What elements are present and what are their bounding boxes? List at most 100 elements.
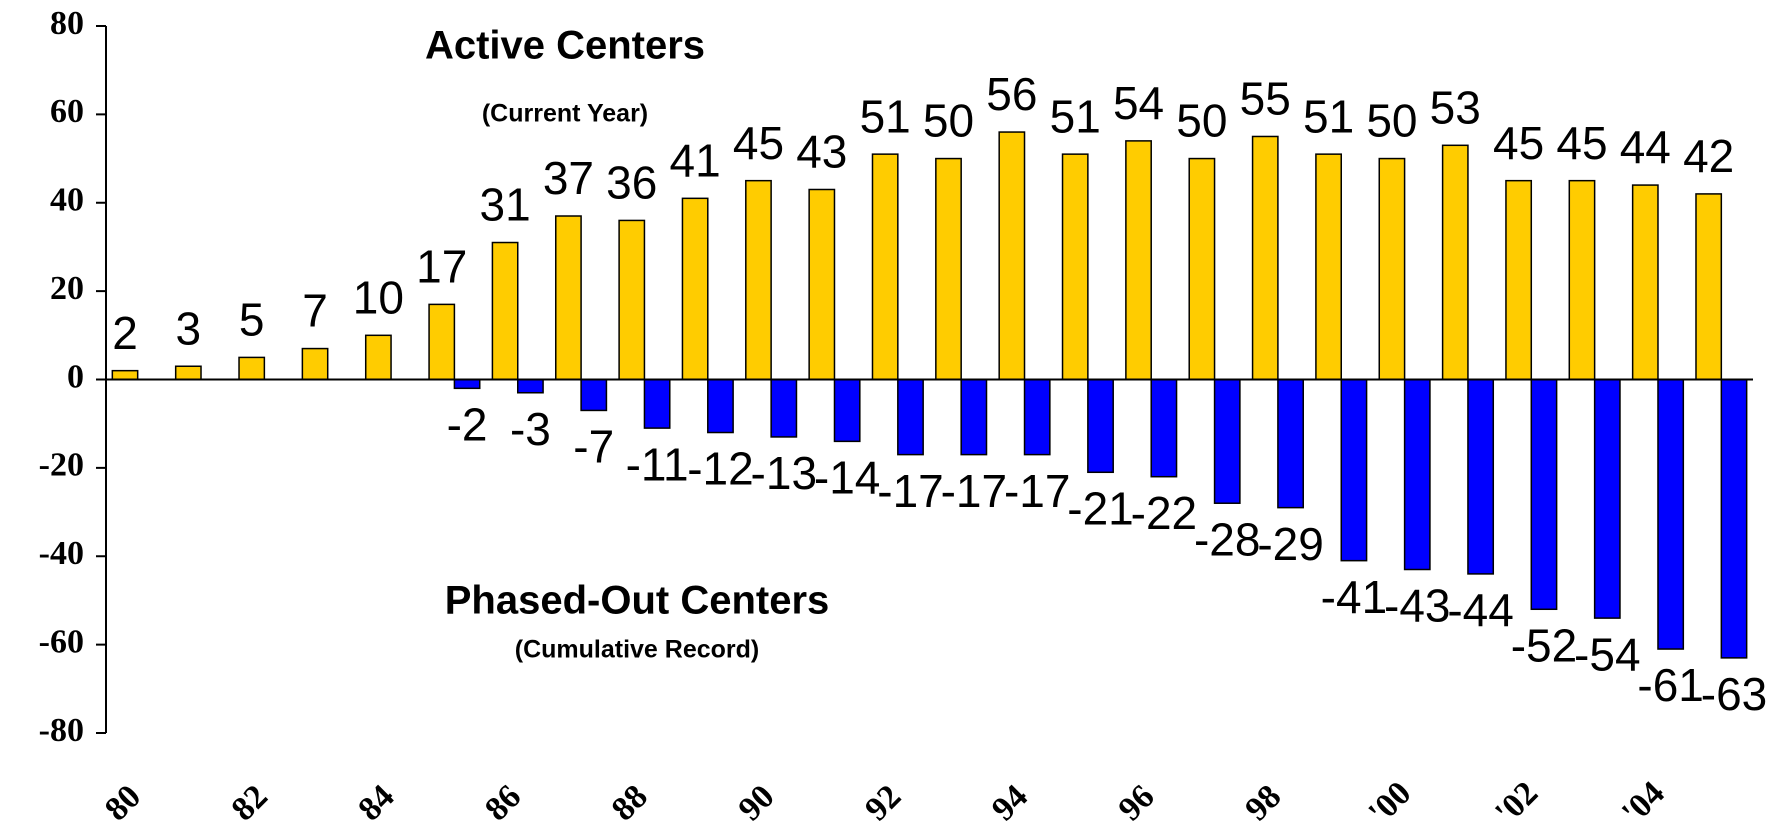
y-tick-label: 0 <box>67 358 84 395</box>
value-label: -41 <box>1321 571 1387 623</box>
y-tick-label: 60 <box>50 93 84 130</box>
value-label: 51 <box>860 90 911 142</box>
bar <box>1251 135 1279 381</box>
bar <box>871 153 899 381</box>
x-tick-label: 80 <box>98 778 148 828</box>
value-label: 31 <box>479 179 530 231</box>
value-label: 36 <box>606 157 657 209</box>
annotation: (Current Year) <box>482 100 648 128</box>
value-label: -12 <box>687 443 753 495</box>
bar <box>1695 193 1723 381</box>
value-label: 55 <box>1240 73 1291 125</box>
bar <box>1657 378 1685 650</box>
bar <box>1568 179 1596 381</box>
bar <box>643 378 671 429</box>
bar <box>1340 378 1368 562</box>
bar <box>517 378 544 394</box>
value-label: -7 <box>573 421 614 473</box>
x-tick-label: '02 <box>1488 775 1545 832</box>
value-label: -22 <box>1131 487 1197 539</box>
value-label: -52 <box>1511 619 1577 671</box>
bar <box>1631 184 1659 381</box>
bar <box>453 378 481 390</box>
value-label: 10 <box>353 271 404 323</box>
annotation: (Cumulative Record) <box>515 636 759 664</box>
y-tick-label: -20 <box>39 447 84 484</box>
bar <box>1188 157 1216 381</box>
x-tick-label: 86 <box>478 778 528 828</box>
bar <box>111 369 139 381</box>
x-tick-label: '00 <box>1362 775 1419 832</box>
value-label: -11 <box>626 438 689 490</box>
annotation: Phased-Out Centers <box>445 579 830 623</box>
value-label: 45 <box>1556 117 1607 169</box>
y-tick-label: 40 <box>50 182 84 219</box>
bar <box>1593 378 1621 619</box>
x-tick-label: 88 <box>605 778 655 828</box>
value-label: 37 <box>543 152 594 204</box>
bar <box>1441 144 1469 381</box>
value-label: 44 <box>1620 121 1671 173</box>
bar <box>555 215 582 381</box>
bar <box>745 179 772 381</box>
bar <box>681 197 709 381</box>
y-tick-label: 20 <box>50 270 84 307</box>
bar <box>960 378 988 456</box>
bar <box>998 131 1026 381</box>
value-label: -2 <box>447 398 488 450</box>
bar <box>618 219 646 381</box>
bar <box>1125 140 1152 381</box>
y-tick-label: 80 <box>50 5 84 42</box>
x-tick-label: '04 <box>1615 775 1672 832</box>
bar <box>1505 179 1533 381</box>
bar <box>1087 378 1114 474</box>
value-label: 7 <box>302 285 328 337</box>
value-label: 41 <box>670 134 721 186</box>
bar <box>174 365 202 381</box>
value-label: 42 <box>1683 130 1734 182</box>
y-tick-label: -40 <box>39 535 84 572</box>
x-tick-label: 96 <box>1112 778 1162 828</box>
bar <box>1467 378 1495 575</box>
value-label: 45 <box>1493 117 1544 169</box>
value-label: 54 <box>1113 77 1164 129</box>
x-tick-label: 92 <box>858 778 908 828</box>
bar <box>580 378 608 412</box>
bar <box>935 157 962 381</box>
x-tick-label: 84 <box>351 778 401 828</box>
value-label: 56 <box>986 68 1037 120</box>
bar <box>1378 157 1406 381</box>
value-label: 50 <box>1366 95 1417 147</box>
bar <box>1277 378 1304 509</box>
value-label: 5 <box>239 294 265 346</box>
value-label: 45 <box>733 117 784 169</box>
x-tick-label: 98 <box>1238 778 1288 828</box>
value-label: -17 <box>1004 465 1070 517</box>
bar <box>1403 378 1431 571</box>
annotation: Active Centers <box>425 24 705 68</box>
value-label: 2 <box>112 307 138 359</box>
value-label: 43 <box>796 126 847 178</box>
bar <box>1213 378 1241 504</box>
value-label: -61 <box>1637 659 1703 711</box>
value-label: 53 <box>1430 81 1481 133</box>
value-label: -21 <box>1067 482 1133 534</box>
bar <box>808 188 836 381</box>
bar <box>1720 378 1748 659</box>
x-tick-label: 94 <box>985 778 1035 828</box>
bar <box>364 334 392 381</box>
bar <box>1315 153 1342 381</box>
value-label: 51 <box>1303 90 1354 142</box>
x-tick-label: 82 <box>225 778 275 828</box>
bar <box>707 378 734 434</box>
value-label: 3 <box>176 302 202 354</box>
bar <box>770 378 798 438</box>
bar <box>428 303 456 381</box>
value-label: 50 <box>1176 95 1227 147</box>
value-label: 50 <box>923 95 974 147</box>
value-label: 17 <box>416 241 467 293</box>
value-label: -17 <box>941 465 1007 517</box>
value-label: -54 <box>1574 628 1640 680</box>
value-label: -28 <box>1194 513 1260 565</box>
